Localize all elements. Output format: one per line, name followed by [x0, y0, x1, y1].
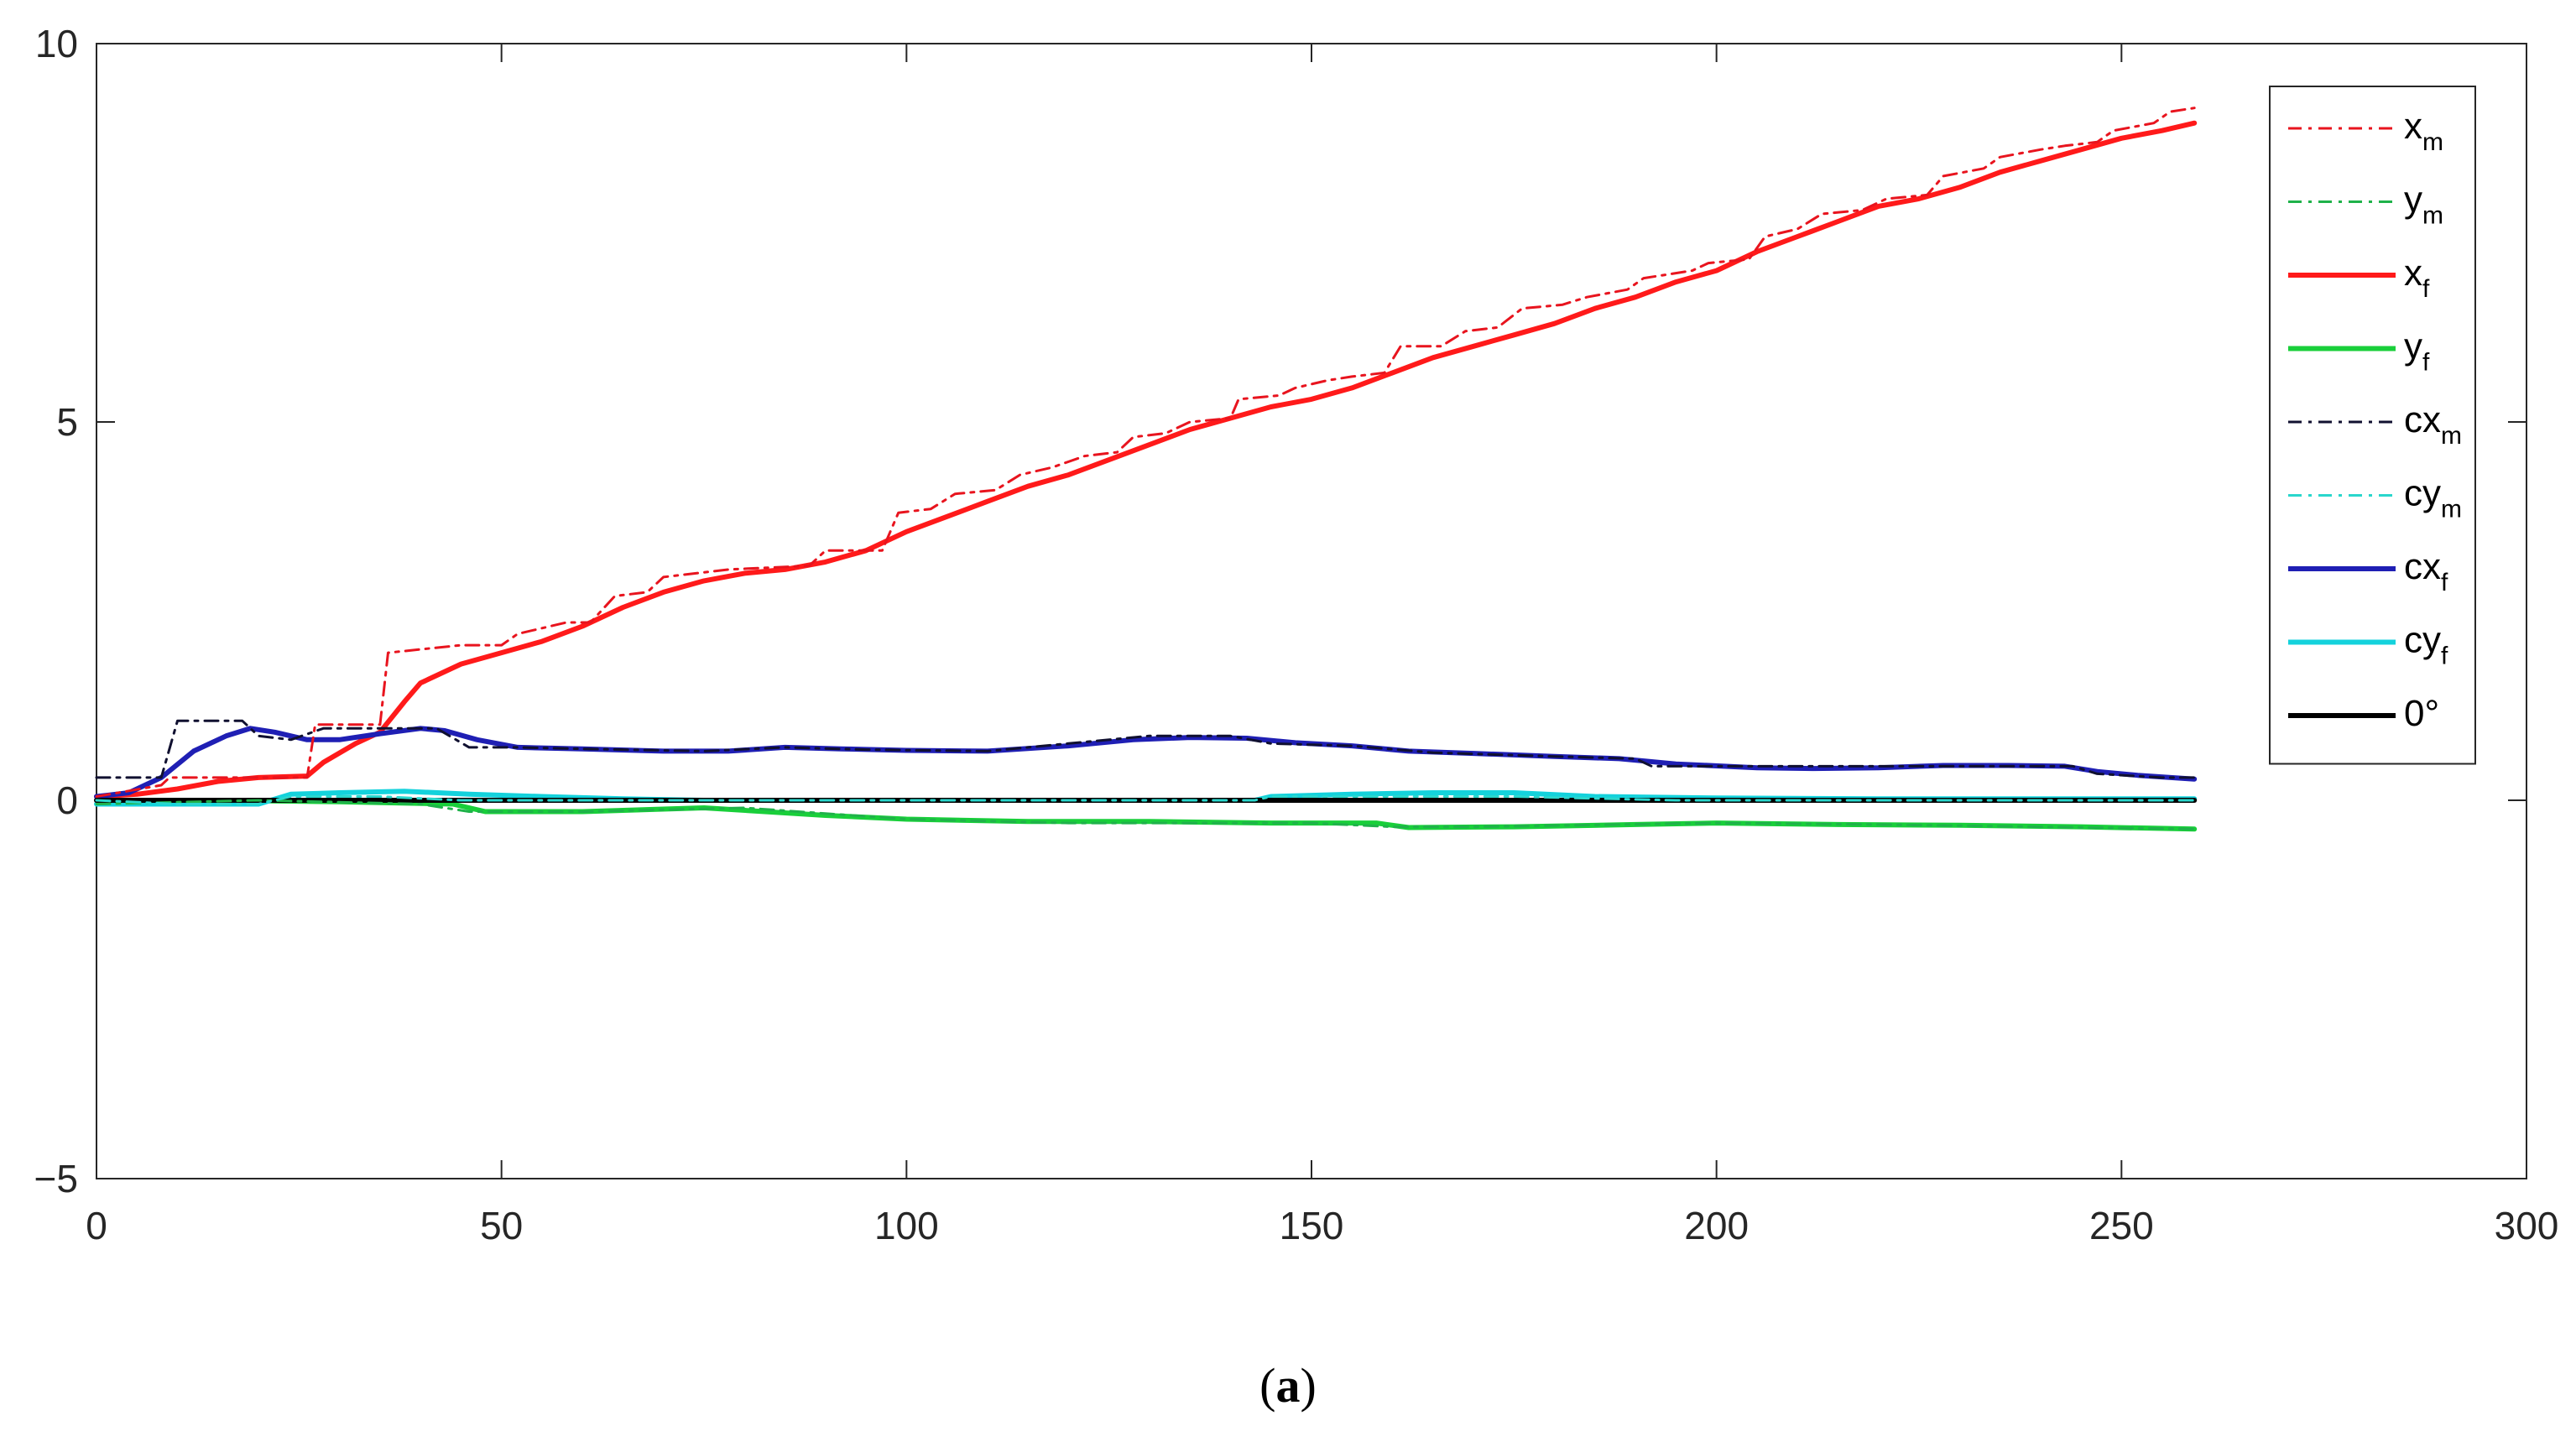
legend-label: cxm	[2404, 399, 2462, 450]
series-line-x-m	[95, 107, 2196, 798]
y-tick-label: 5	[56, 400, 78, 444]
legend-label: ym	[2404, 180, 2443, 230]
legend-label: 0°	[2404, 693, 2439, 734]
legend: xm ym xf yf cxm cym cxf cyf 0°	[2269, 86, 2476, 765]
legend-label: xm	[2404, 106, 2443, 156]
series-line-y-m	[95, 799, 2196, 830]
legend-label: cxf	[2404, 546, 2448, 596]
x-tick-label: 50	[480, 1204, 523, 1247]
series-line-x-f	[94, 120, 2198, 799]
series-line-cx-m	[95, 719, 2196, 779]
legend-box	[2269, 86, 2476, 765]
x-tick-label: 250	[2089, 1204, 2154, 1247]
legend-label: cyf	[2404, 620, 2448, 670]
x-tick-label: 150	[1280, 1204, 1344, 1247]
legend-label: yf	[2404, 326, 2430, 377]
x-tick-label: 100	[874, 1204, 939, 1247]
plot-area	[96, 43, 2527, 1179]
y-tick-label: −5	[34, 1157, 78, 1200]
x-tick-label: 0	[86, 1204, 107, 1247]
y-tick-label: 0	[56, 778, 78, 822]
caption-letter: a	[1275, 1358, 1301, 1413]
figure-caption: (a)	[0, 1357, 2576, 1414]
series-lines	[94, 107, 2198, 832]
x-tick-label: 200	[1684, 1204, 1749, 1247]
series-line-cy-m	[95, 795, 2196, 805]
caption-open: (	[1259, 1358, 1276, 1413]
legend-label: xf	[2404, 253, 2430, 303]
caption-close: )	[1300, 1358, 1317, 1413]
y-tick-label: 10	[35, 22, 78, 65]
legend-label: cym	[2404, 473, 2462, 523]
x-tick-label: 300	[2495, 1204, 2559, 1247]
